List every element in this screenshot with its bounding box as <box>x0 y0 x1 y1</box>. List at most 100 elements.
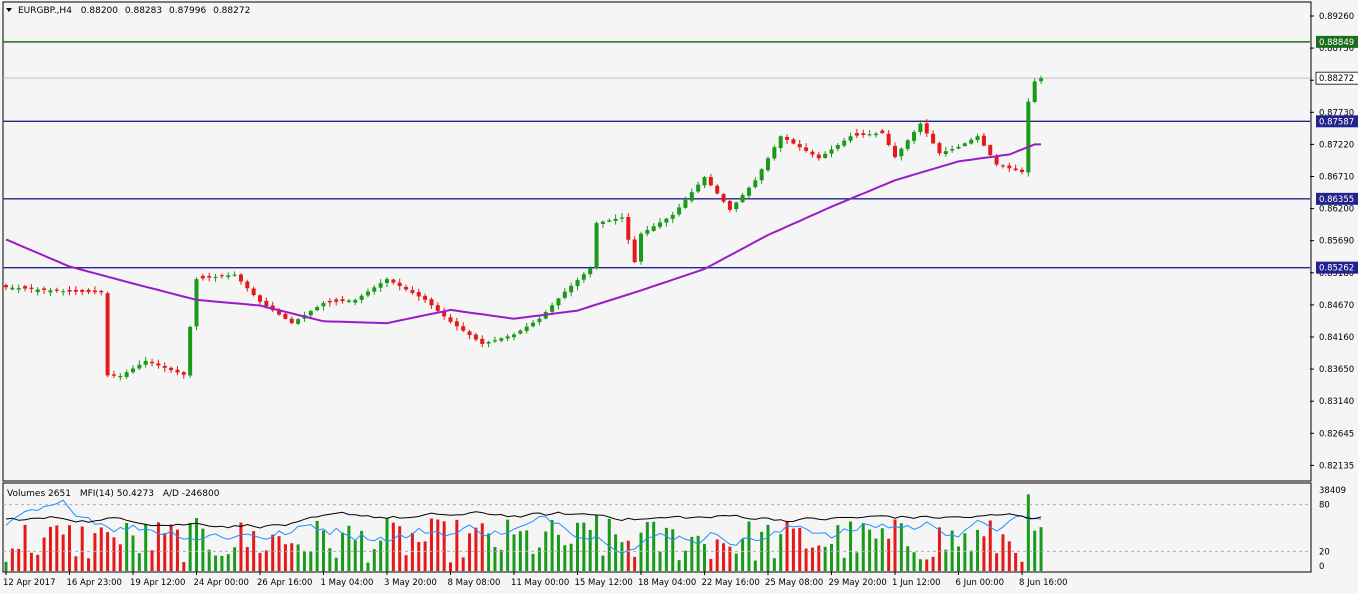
volume-bar <box>264 550 268 571</box>
volume-bar <box>1014 552 1018 571</box>
indicator-y-label: 0 <box>1319 562 1324 572</box>
candle-body <box>118 376 123 378</box>
mfi-label: MFI(14) 50.4273 <box>80 489 154 499</box>
volume-bar <box>506 519 510 571</box>
volume-bar <box>569 543 573 571</box>
level-tag-label: 0.87587 <box>1319 117 1354 127</box>
candle-body <box>772 147 777 159</box>
candle-body <box>886 133 891 146</box>
indicator-y-label: 38409 <box>1319 486 1346 496</box>
candle-body <box>746 187 751 196</box>
candle-body <box>340 299 345 302</box>
candle-body <box>372 287 377 292</box>
candle-body <box>80 289 85 292</box>
candle-body <box>918 123 923 133</box>
volume-bar <box>391 522 395 571</box>
volume-bar <box>366 562 370 571</box>
volume-bar <box>925 559 929 571</box>
x-tick-label: 26 Apr 16:00 <box>257 578 312 588</box>
volume-bar <box>410 532 414 571</box>
candle-body <box>670 214 675 219</box>
volume-bar <box>353 540 357 571</box>
candle-body <box>169 367 174 371</box>
volume-bar <box>150 550 154 571</box>
volume-bar <box>245 547 249 571</box>
y-tick-label: 0.87220 <box>1319 140 1354 150</box>
candle-body <box>245 281 250 289</box>
volume-bar <box>309 551 313 571</box>
candle-body <box>689 192 694 201</box>
volume-bar <box>468 533 472 571</box>
chevron-down-icon[interactable] <box>6 8 12 12</box>
volume-bar <box>595 514 599 571</box>
volume-bar <box>937 527 941 571</box>
volume-bar <box>29 552 33 571</box>
volume-bar <box>957 546 960 571</box>
volume-bar <box>499 549 503 571</box>
candle-body <box>639 233 643 262</box>
candle-body <box>816 154 821 159</box>
candle-body <box>124 372 129 377</box>
volume-bar <box>461 557 465 571</box>
candle-body <box>365 291 370 296</box>
candle-body <box>988 145 993 156</box>
indicator-levels: 38409 80 20 0 <box>3 486 1346 572</box>
candle-body <box>289 318 294 324</box>
volume-bar <box>626 540 630 571</box>
candle-body <box>537 318 542 323</box>
candle-body <box>499 338 504 341</box>
candle-body <box>842 140 847 146</box>
volume-bar <box>436 519 440 571</box>
volume-bar <box>144 524 148 571</box>
volume-bar <box>36 554 40 571</box>
horizontal-lines <box>3 41 1310 269</box>
candle-body <box>410 290 415 293</box>
candle-body <box>416 292 421 297</box>
candle-body <box>956 146 961 149</box>
volume-bar <box>379 540 383 571</box>
x-tick-label: 15 May 12:00 <box>575 578 633 588</box>
volume-bar <box>531 553 535 571</box>
candle-body <box>473 334 478 340</box>
candle-body <box>619 217 624 219</box>
volume-bar <box>855 552 859 571</box>
volume-bar <box>658 551 662 571</box>
volume-bar <box>950 530 954 571</box>
volume-bar <box>118 544 122 571</box>
x-tick-label: 16 Apr 23:00 <box>67 578 122 588</box>
volume-bar <box>817 545 821 571</box>
candle-body <box>645 230 650 234</box>
volume-bar <box>398 526 402 571</box>
volume-bar <box>849 521 853 571</box>
candle-body <box>740 195 745 203</box>
symbol-label: EURGBP.,H4 <box>18 6 72 16</box>
candle-body <box>848 136 853 141</box>
volume-bar <box>290 543 294 571</box>
candle-body <box>581 274 586 280</box>
level-tag <box>1316 35 1358 48</box>
volume-bar <box>836 525 840 571</box>
volume-bar <box>360 530 364 571</box>
volume-bar <box>918 559 922 571</box>
candle-body <box>810 151 815 155</box>
candle-body <box>4 285 8 288</box>
candle-body <box>1000 165 1005 167</box>
candle-body <box>442 311 447 317</box>
candle-body <box>238 274 243 282</box>
volume-bar <box>480 523 484 571</box>
y-tick-label: 0.87730 <box>1319 108 1354 118</box>
ad-line <box>5 511 1042 529</box>
volume-bar <box>283 544 287 571</box>
volume-bar <box>982 536 986 571</box>
volume-bar <box>48 526 52 571</box>
price-axis: 0.892600.887500.882400.877300.872200.867… <box>1310 12 1354 471</box>
candle-body <box>759 169 764 181</box>
candle-body <box>251 288 256 295</box>
volume-bar <box>709 559 713 571</box>
volume-bar <box>302 550 306 571</box>
volume-bar <box>23 524 27 571</box>
x-tick-label: 8 May 08:00 <box>448 578 501 588</box>
candle-body <box>651 226 656 231</box>
candle-body <box>435 305 440 311</box>
